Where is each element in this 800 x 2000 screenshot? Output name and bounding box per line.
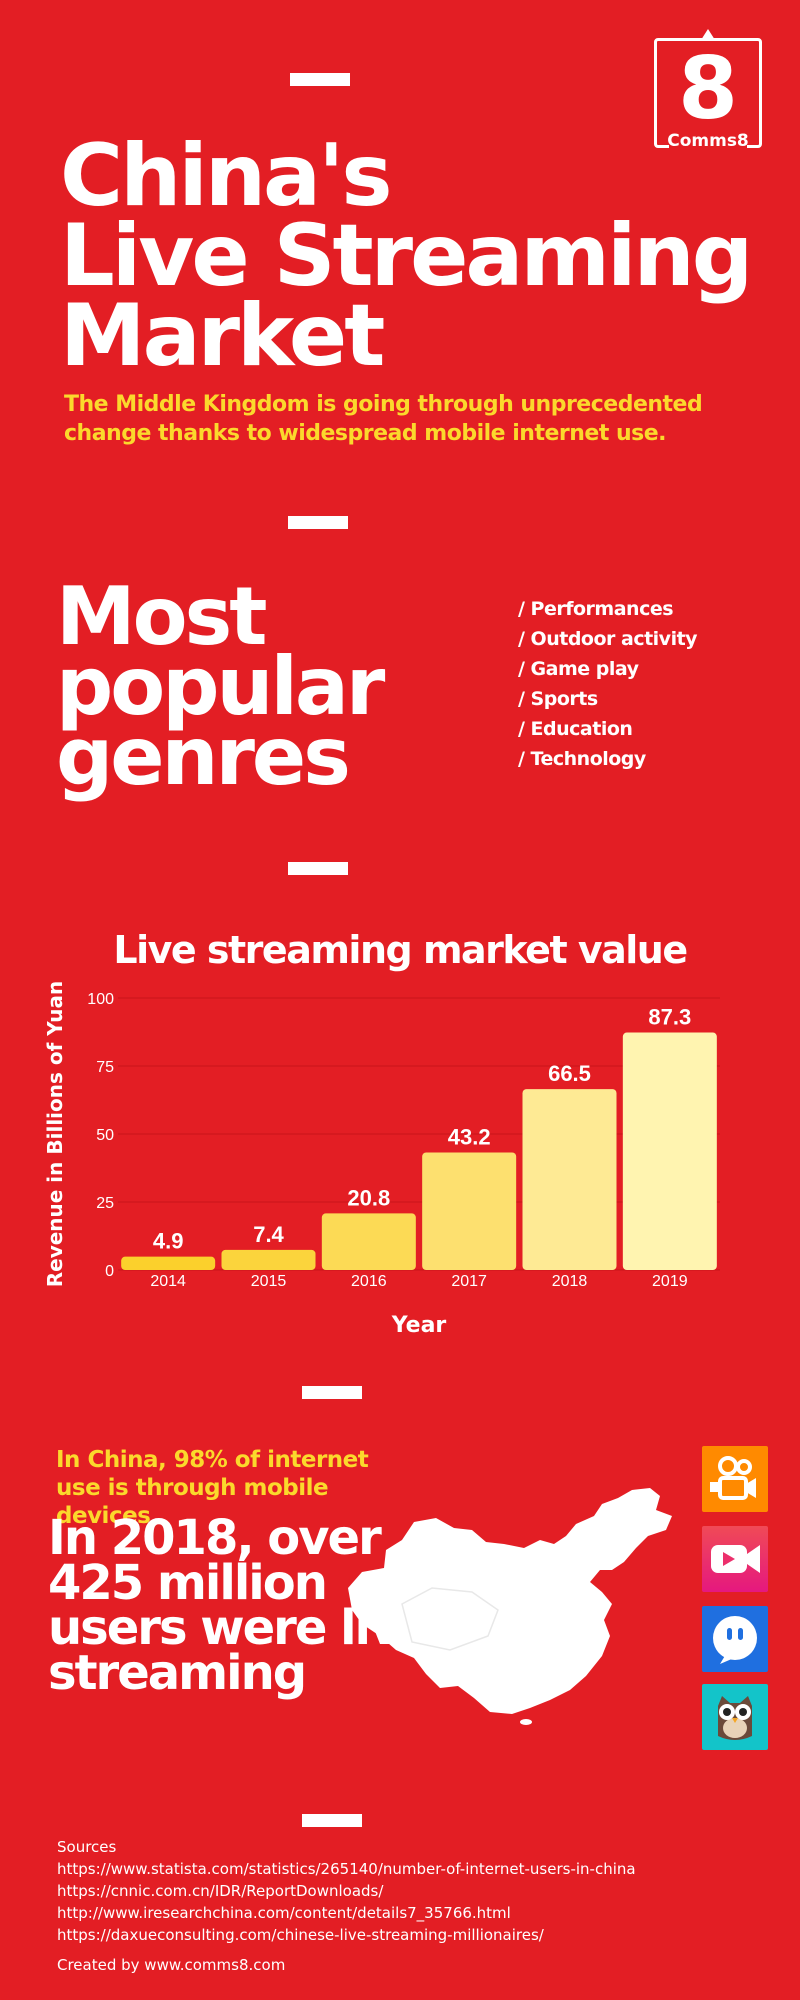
chat-bubble-icon: [702, 1606, 768, 1672]
bar: [622, 1032, 717, 1270]
y-tick-label: 0: [105, 1263, 114, 1280]
y-tick-label: 25: [96, 1195, 114, 1212]
bar: [321, 1213, 416, 1270]
bar: [221, 1249, 316, 1270]
y-axis-label: Revenue in Billions of Yuan: [43, 981, 67, 1288]
bar: [422, 1152, 517, 1270]
x-axis-label: Year: [391, 1313, 447, 1338]
x-tick-label: 2016: [351, 1273, 387, 1290]
section-divider: [290, 73, 350, 86]
users-stat: In 2018, over 425 million users were liv…: [48, 1510, 431, 1701]
title-line: Live Streaming: [60, 206, 753, 306]
y-tick-label: 75: [96, 1059, 114, 1076]
credit-text[interactable]: Created by www.comms8.com: [57, 1956, 286, 1974]
x-tick-label: 2017: [451, 1273, 487, 1290]
logo-number: 8: [678, 39, 738, 139]
sources-block: Sources https://www.statista.com/statist…: [57, 1836, 636, 1946]
genres-heading-line: genres: [56, 710, 351, 803]
china-map-icon: [348, 1488, 672, 1725]
genre-item: / Outdoor activity: [518, 628, 698, 650]
bar-value-label: 87.3: [648, 1005, 691, 1030]
genres-heading-line: popular: [56, 640, 385, 733]
source-link[interactable]: http://www.iresearchchina.com/content/de…: [57, 1904, 511, 1922]
y-tick-label: 100: [87, 991, 114, 1008]
owl-icon: [702, 1684, 768, 1750]
bar-value-label: 43.2: [448, 1124, 491, 1149]
x-tick-label: 2014: [150, 1273, 186, 1290]
bar: [121, 1256, 216, 1270]
logo-text: Comms8: [667, 131, 749, 151]
genre-item: / Education: [518, 718, 633, 740]
x-tick-label: 2018: [552, 1273, 588, 1290]
bar: [522, 1089, 617, 1270]
genre-list: / Performances / Outdoor activity / Game…: [518, 594, 698, 774]
mobile-usage-note: In China, 98% of internet use is through…: [56, 1447, 369, 1529]
chart-title: Live streaming market value: [113, 928, 688, 972]
source-link[interactable]: https://daxueconsulting.com/chinese-live…: [57, 1926, 544, 1944]
source-link[interactable]: https://cnnic.com.cn/IDR/ReportDownloads…: [57, 1882, 384, 1900]
kuaishou-icon: [702, 1446, 768, 1512]
genre-item: / Technology: [518, 748, 646, 770]
genre-item: / Performances: [518, 598, 674, 620]
sources-heading: Sources: [57, 1838, 117, 1856]
page-subtitle: The Middle Kingdom is going through unpr…: [64, 392, 703, 446]
genres-heading-line: Most: [56, 570, 267, 663]
bar-value-label: 4.9: [153, 1229, 184, 1254]
y-tick-label: 50: [96, 1127, 114, 1144]
page-title: China's Live Streaming Market: [60, 126, 753, 386]
genres-heading: Most popular genres: [56, 570, 385, 803]
genre-item: / Sports: [518, 688, 598, 710]
source-link[interactable]: https://www.statista.com/statistics/2651…: [57, 1860, 636, 1878]
title-line: Market: [60, 286, 385, 386]
section-divider: [288, 862, 348, 875]
bar-value-label: 7.4: [253, 1222, 284, 1247]
market-value-bar-chart: 0 25 50 75 100 4.9 2014 7.4 2015 20.8 2016 43.2 2017…: [43, 981, 720, 1338]
title-line: China's: [60, 126, 393, 226]
x-tick-label: 2019: [652, 1273, 688, 1290]
video-camera-icon: [702, 1526, 768, 1592]
genre-item: / Game play: [518, 658, 639, 680]
section-divider: [302, 1386, 362, 1399]
x-tick-label: 2015: [251, 1273, 287, 1290]
bar-value-label: 66.5: [548, 1061, 591, 1086]
bar-value-label: 20.8: [347, 1185, 390, 1210]
comms8-logo: 8 Comms8: [654, 29, 762, 151]
section-divider: [302, 1814, 362, 1827]
section-divider: [288, 516, 348, 529]
